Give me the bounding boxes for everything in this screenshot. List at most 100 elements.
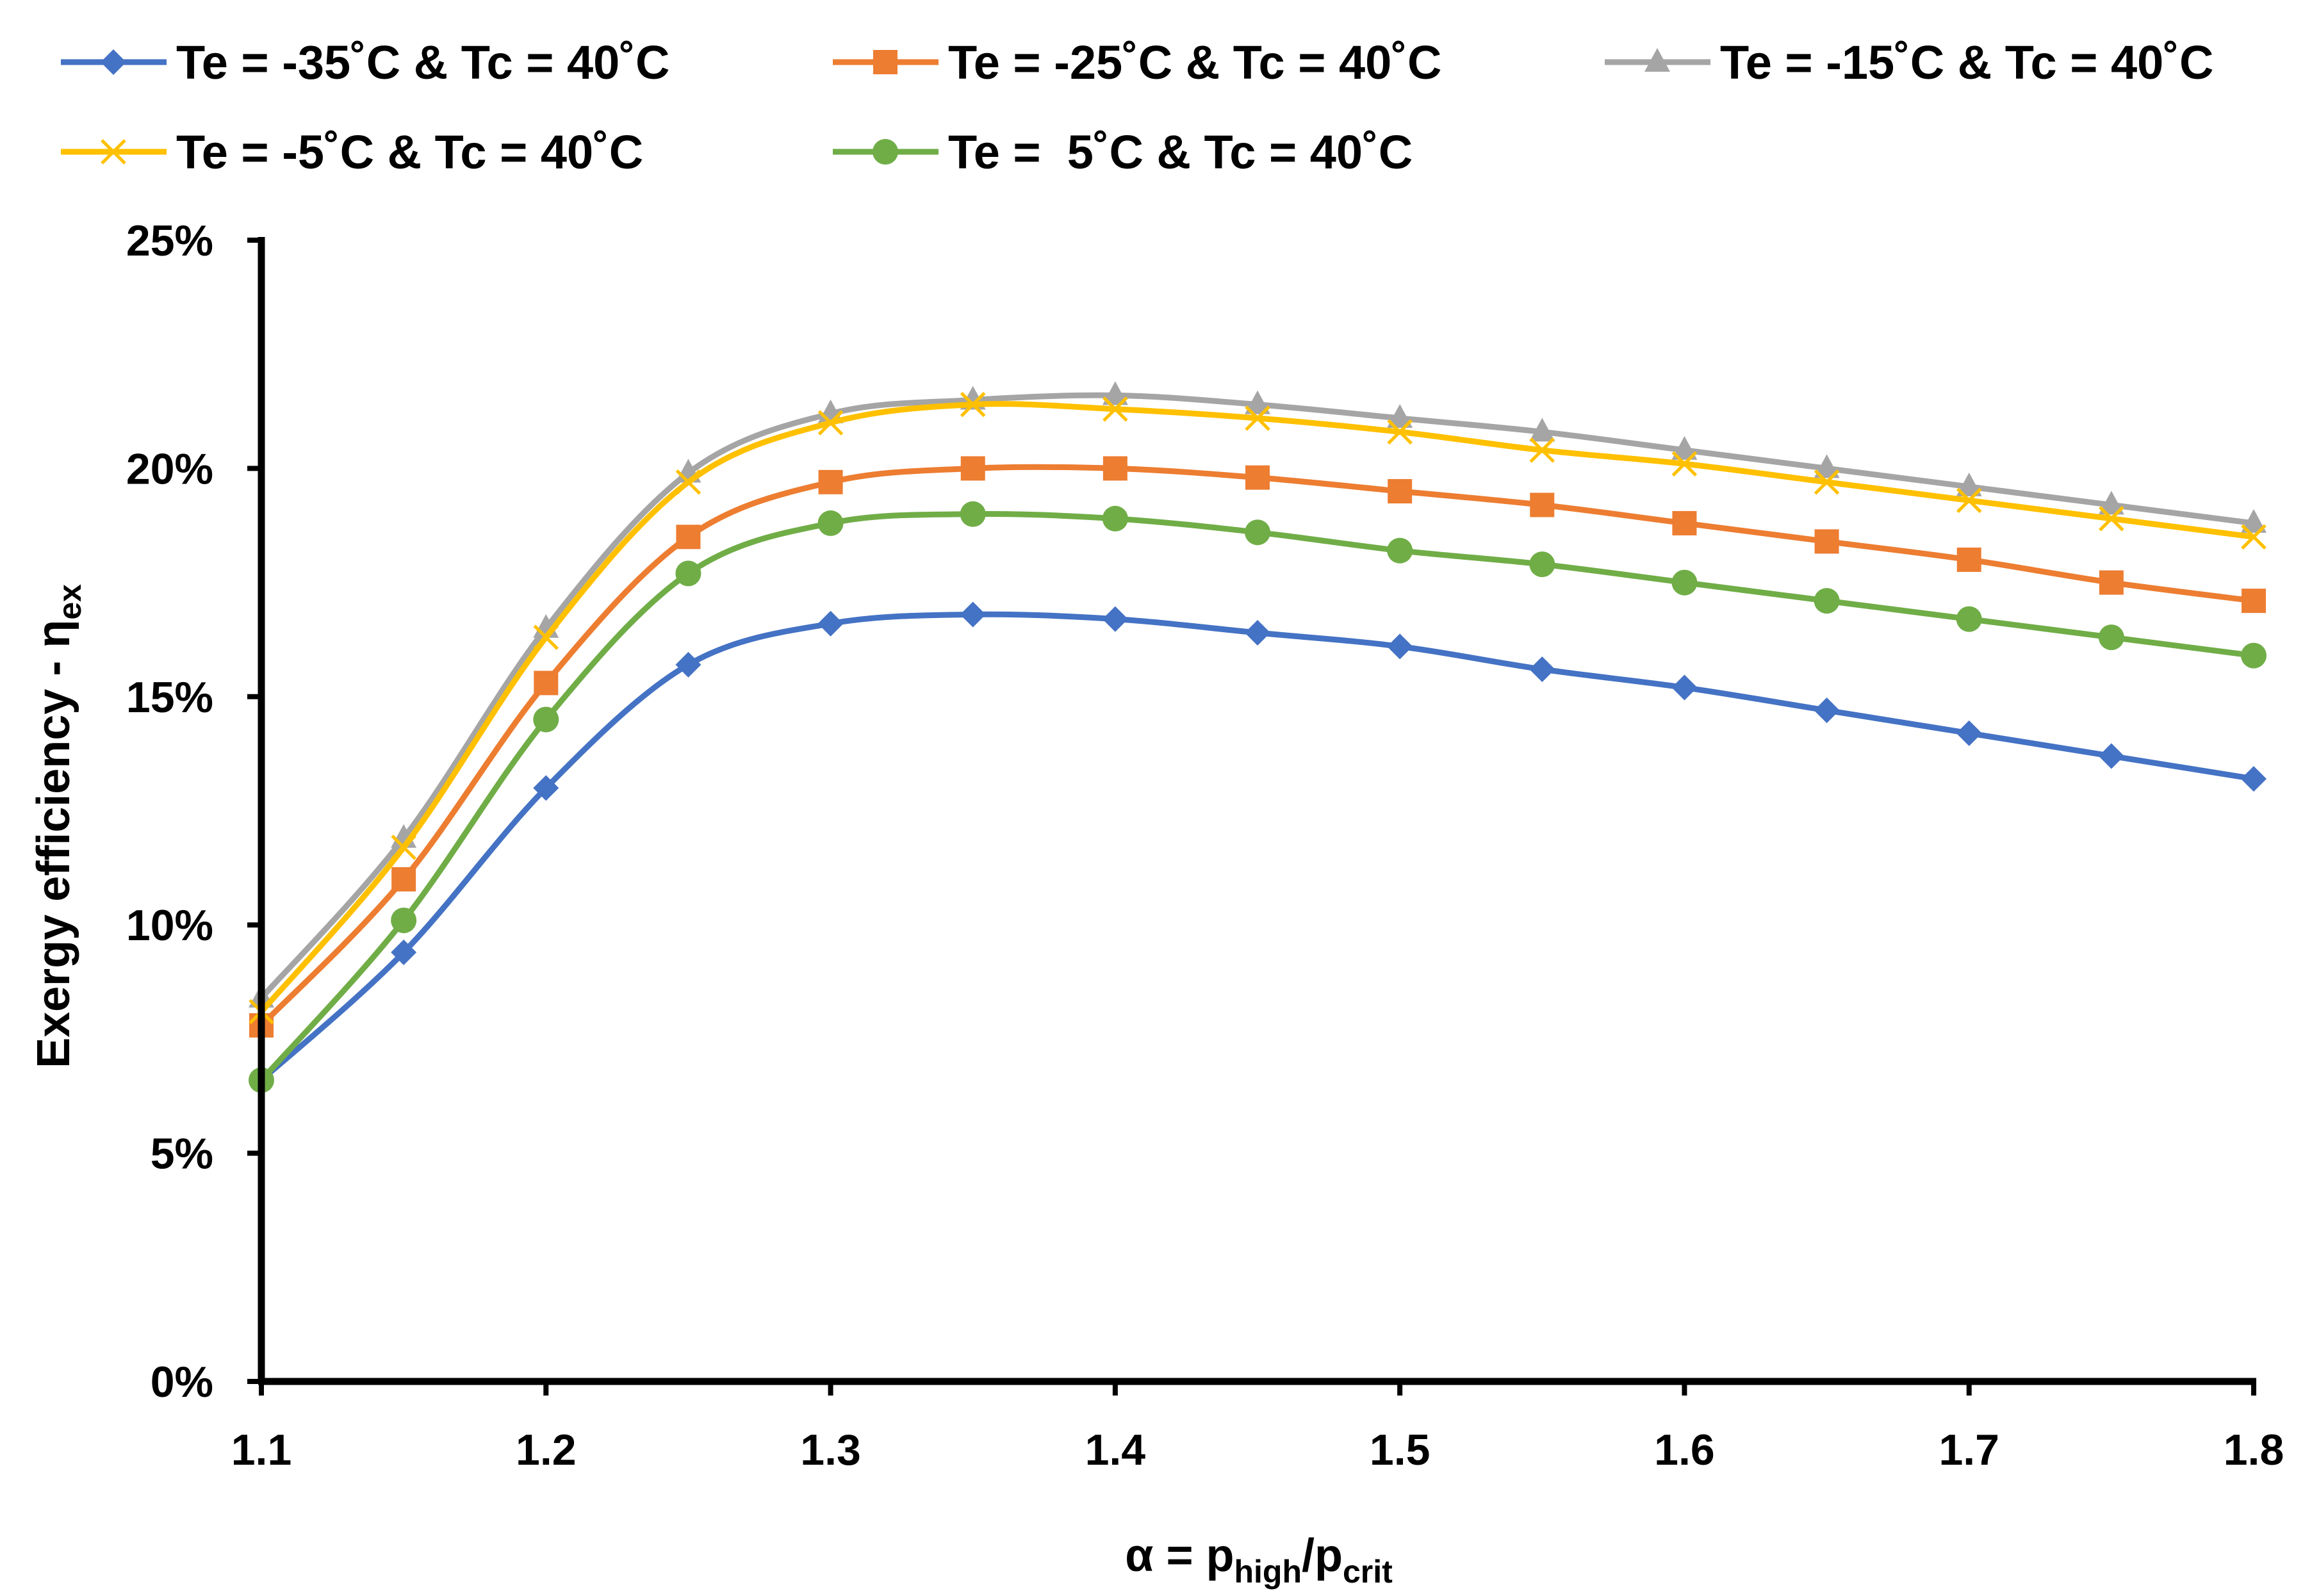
data-point [1671,569,1698,596]
data-point [2098,491,2124,515]
x-axis-title: α = phigh/pcrit [1125,1530,1393,1590]
y-axis-title-sub: ex [52,584,88,620]
data-point [1956,606,1982,632]
data-point [1245,519,1270,546]
data-point [1956,720,1982,746]
y-axis-title-main: Exergy efficiency - η [28,620,79,1068]
data-point [1530,493,1555,517]
data-point [1103,456,1127,481]
data-point [1387,633,1413,660]
data-point [1814,529,1839,554]
series-te-35-c-tc-40-c [249,601,2267,1093]
data-point [1814,469,1840,495]
data-point [960,601,986,628]
y-tick-label: 20% [126,444,213,493]
x-axis-title-sub1: high [1234,1554,1302,1590]
y-tick-label: 5% [151,1130,213,1178]
legend-marker [101,139,126,165]
x-axis-title-prefix: α = p [1125,1530,1234,1581]
data-point [1529,551,1555,578]
data-point [2098,624,2124,651]
legend-label: Te = -15˚C & Tc = 40˚C [1720,36,2213,89]
data-point [2242,589,2266,614]
legend-item: Te = -25˚C & Tc = 40˚C [833,36,1441,89]
data-point [1672,510,1697,535]
data-point [676,525,701,550]
data-point [960,456,985,481]
data-point [1102,381,1128,405]
data-point [1529,418,1555,442]
data-point [1103,396,1128,422]
data-point [2098,743,2124,769]
series-line [259,510,2254,1082]
y-tick-label: 10% [126,901,213,950]
legend-item: Te = 5˚C & Tc = 40˚C [833,126,1413,179]
data-point [817,510,844,536]
data-point [1956,472,1982,496]
data-point [1671,674,1698,701]
x-tick-label: 1.2 [516,1426,577,1474]
data-point [1387,403,1413,428]
data-point [2241,642,2267,669]
x-tick-label: 1.4 [1085,1426,1146,1474]
data-point [675,560,701,587]
data-point [1387,419,1413,445]
data-point [1956,547,1981,572]
data-point [391,939,417,965]
data-point [1529,437,1555,463]
data-point [534,671,559,696]
data-point [1245,390,1270,414]
data-point [2099,570,2124,595]
legend-item: Te = -15˚C & Tc = 40˚C [1605,36,2213,89]
data-point [675,469,701,495]
data-point [960,501,986,527]
legend-label: Te = -35˚C & Tc = 40˚C [176,36,669,89]
legend-marker [1644,48,1670,72]
legend-marker [873,50,898,74]
x-tick-label: 1.8 [2224,1426,2284,1474]
y-tick-label: 0% [151,1358,213,1406]
y-tick-label: 25% [126,216,213,265]
legend-item: Te = -35˚C & Tc = 40˚C [61,36,669,89]
data-point [1814,697,1840,724]
data-point [1388,479,1413,504]
data-point [1245,465,1270,490]
y-axis-title: Exergy efficiency - ηex [28,584,88,1068]
data-point [1245,405,1270,431]
axes: 0% 5% 10% 15% 20% 25% 1.1 1.2 1.3 1.4 1.5 1.6 1.7 1.8 [126,216,2284,1474]
legend-label: Te = -5˚C & Tc = 40˚C [176,126,643,179]
series-layer [249,381,2267,1093]
data-point [533,624,559,650]
x-tick-label: 1.1 [231,1426,292,1474]
series-line [259,401,2254,1014]
data-point [533,706,559,733]
y-tick-label: 15% [126,673,213,722]
legend: Te = -35˚C & Tc = 40˚C Te = -25˚C & Tc = … [61,36,2213,179]
data-point [533,775,559,801]
data-point [1814,454,1840,478]
data-point [818,469,843,494]
data-point [2241,524,2267,550]
series-line [259,464,2254,1028]
series-line [259,611,2254,1082]
legend-label: Te = 5˚C & Tc = 40˚C [948,126,1413,179]
data-point [960,391,986,418]
data-point [1102,505,1128,532]
x-axis-title-sub2: crit [1343,1554,1393,1590]
data-point [2241,766,2267,792]
data-point [1671,436,1698,460]
legend-item: Te = -5˚C & Tc = 40˚C [61,126,643,179]
x-tick-label: 1.5 [1370,1426,1431,1474]
x-tick-label: 1.3 [800,1426,861,1474]
data-point [1671,451,1698,477]
legend-label: Te = -25˚C & Tc = 40˚C [948,36,1441,89]
series-te-5-c-tc-40-c [249,391,2267,1025]
series-te-25-c-tc-40-c [249,456,2266,1038]
data-point [391,908,417,934]
data-point [817,610,844,637]
x-axis-title-mid: /p [1302,1530,1343,1581]
legend-marker [101,49,126,75]
x-tick-label: 1.7 [1939,1426,1999,1474]
data-point [2241,509,2267,533]
data-point [675,651,701,678]
